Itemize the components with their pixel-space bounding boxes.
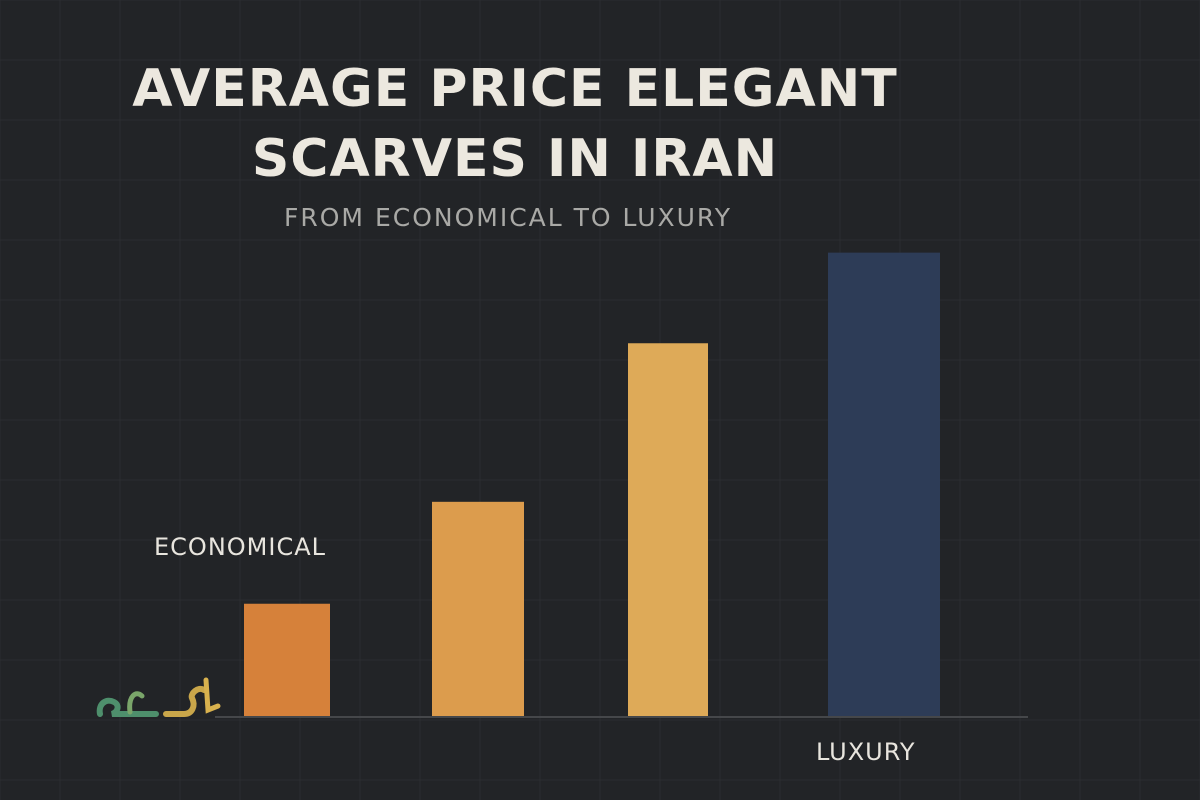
chart-subtitle: FROM ECONOMICAL TO LUXURY — [284, 203, 732, 232]
logo-stroke-1 — [96, 697, 159, 717]
logo-stroke-4 — [203, 677, 221, 714]
logo-stroke-3 — [163, 686, 207, 717]
logo-stroke-2 — [127, 691, 145, 715]
category-label-economical: ECONOMICAL — [154, 533, 326, 561]
brand-logo — [96, 677, 221, 717]
bars-group — [244, 252, 940, 717]
bar-3 — [628, 343, 708, 717]
bar-4 — [828, 252, 940, 717]
bar-1 — [244, 603, 330, 717]
category-label-luxury: LUXURY — [816, 738, 916, 766]
bar-2 — [432, 501, 524, 717]
chart-title: AVERAGE PRICE ELEGANT SCARVES IN IRAN — [132, 59, 898, 189]
